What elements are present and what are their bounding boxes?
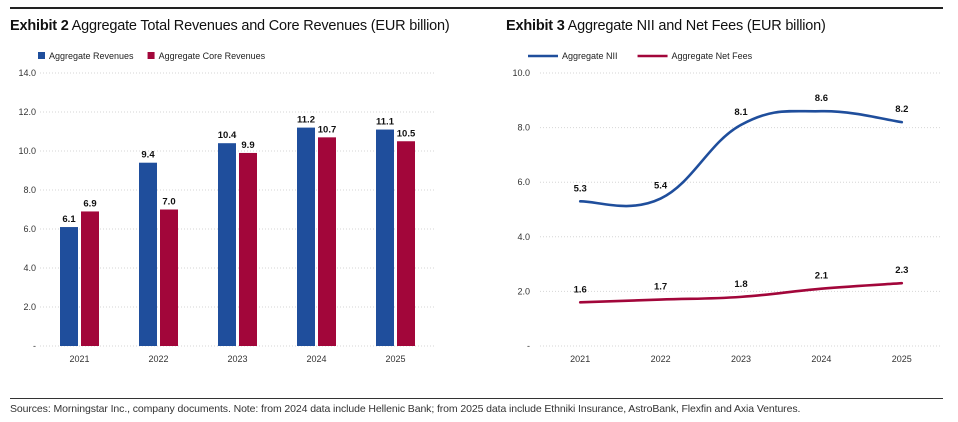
data-label: 1.6	[574, 284, 587, 295]
legend-label: Aggregate Core Revenues	[159, 51, 266, 61]
data-label: 10.7	[318, 124, 337, 135]
bar	[318, 137, 336, 346]
exhibit-3-title-text: Aggregate NII and Net Fees (EUR billion)	[567, 18, 826, 34]
line-chart: - 2.0 4.0 6.0 8.0 10.0 Aggregate NII Aggregate …	[512, 51, 942, 364]
exhibit-3-panel: Exhibit 3 Aggregate NII and Net Fees (EU…	[506, 10, 946, 390]
bar	[60, 227, 78, 346]
y-tick-label: 10.0	[512, 68, 530, 78]
data-label: 11.2	[297, 115, 315, 126]
y-tick-label: -	[33, 341, 36, 351]
bar	[397, 141, 415, 346]
data-label: 6.1	[62, 214, 76, 225]
exhibit-2-panel: Exhibit 2 Aggregate Total Revenues and C…	[10, 10, 450, 390]
top-rule	[10, 7, 943, 9]
legend-swatch	[38, 52, 45, 59]
data-label: 8.1	[734, 107, 748, 118]
y-tick-label: 4.0	[517, 232, 530, 242]
y-tick-label: 14.0	[18, 68, 36, 78]
y-tick-label: 2.0	[23, 302, 36, 312]
x-tick-label: 2025	[385, 354, 405, 364]
data-label: 2.3	[895, 265, 908, 276]
footnote: Sources: Morningstar Inc., company docum…	[10, 403, 801, 415]
y-tick-label: 10.0	[18, 146, 36, 156]
y-tick-label: -	[527, 341, 530, 351]
y-tick-label: 4.0	[23, 263, 36, 273]
data-label: 2.1	[815, 271, 829, 282]
x-tick-label: 2021	[69, 354, 89, 364]
x-tick-label: 2022	[651, 354, 671, 364]
x-tick-label: 2023	[227, 354, 247, 364]
x-tick-label: 2022	[148, 354, 168, 364]
exhibit-2-label: Exhibit 2	[10, 18, 69, 34]
bar-chart: - 2.0 4.0 6.0 8.0 10.0 12.0 14.0 Aggregate Reven…	[18, 51, 435, 364]
data-label: 7.0	[162, 197, 175, 208]
x-tick-label: 2024	[306, 354, 326, 364]
y-tick-label: 8.0	[517, 123, 530, 133]
x-tick-label: 2021	[570, 354, 590, 364]
bar	[218, 143, 236, 346]
y-tick-label: 12.0	[18, 107, 36, 117]
series-line	[578, 281, 904, 304]
bar	[139, 162, 157, 346]
data-label: 5.4	[654, 181, 668, 192]
bar	[160, 209, 178, 346]
data-label: 8.6	[815, 93, 828, 104]
bar	[297, 127, 315, 346]
data-label: 5.3	[574, 183, 587, 194]
x-tick-label: 2023	[731, 354, 751, 364]
bottom-rule	[10, 398, 943, 399]
data-label: 8.2	[895, 104, 908, 115]
y-tick-label: 6.0	[517, 177, 530, 187]
data-label: 6.9	[83, 198, 96, 209]
x-tick-label: 2024	[811, 354, 831, 364]
data-label: 9.9	[241, 140, 254, 151]
exhibit-3-title: Exhibit 3 Aggregate NII and Net Fees (EU…	[506, 18, 826, 34]
y-tick-label: 6.0	[23, 224, 36, 234]
exhibit-2-title-text: Aggregate Total Revenues and Core Revenu…	[71, 18, 450, 34]
legend-label: Aggregate Revenues	[49, 51, 134, 61]
data-label: 1.8	[734, 279, 747, 290]
data-label: 1.7	[654, 282, 667, 293]
legend-swatch	[147, 52, 155, 59]
data-label: 10.4	[218, 130, 237, 141]
data-label: 11.1	[376, 117, 395, 128]
y-tick-label: 8.0	[23, 185, 36, 195]
series-line	[578, 109, 904, 208]
legend-label: Aggregate Net Fees	[672, 51, 753, 61]
data-label: 10.5	[397, 128, 416, 139]
exhibit-3-label: Exhibit 3	[506, 18, 565, 34]
bar	[376, 129, 394, 346]
exhibit-2-title: Exhibit 2 Aggregate Total Revenues and C…	[10, 18, 450, 34]
bar	[81, 211, 99, 346]
x-tick-label: 2025	[892, 354, 912, 364]
data-label: 9.4	[141, 150, 155, 161]
bar	[239, 152, 257, 346]
y-tick-label: 2.0	[517, 286, 530, 296]
legend-label: Aggregate NII	[562, 51, 618, 61]
